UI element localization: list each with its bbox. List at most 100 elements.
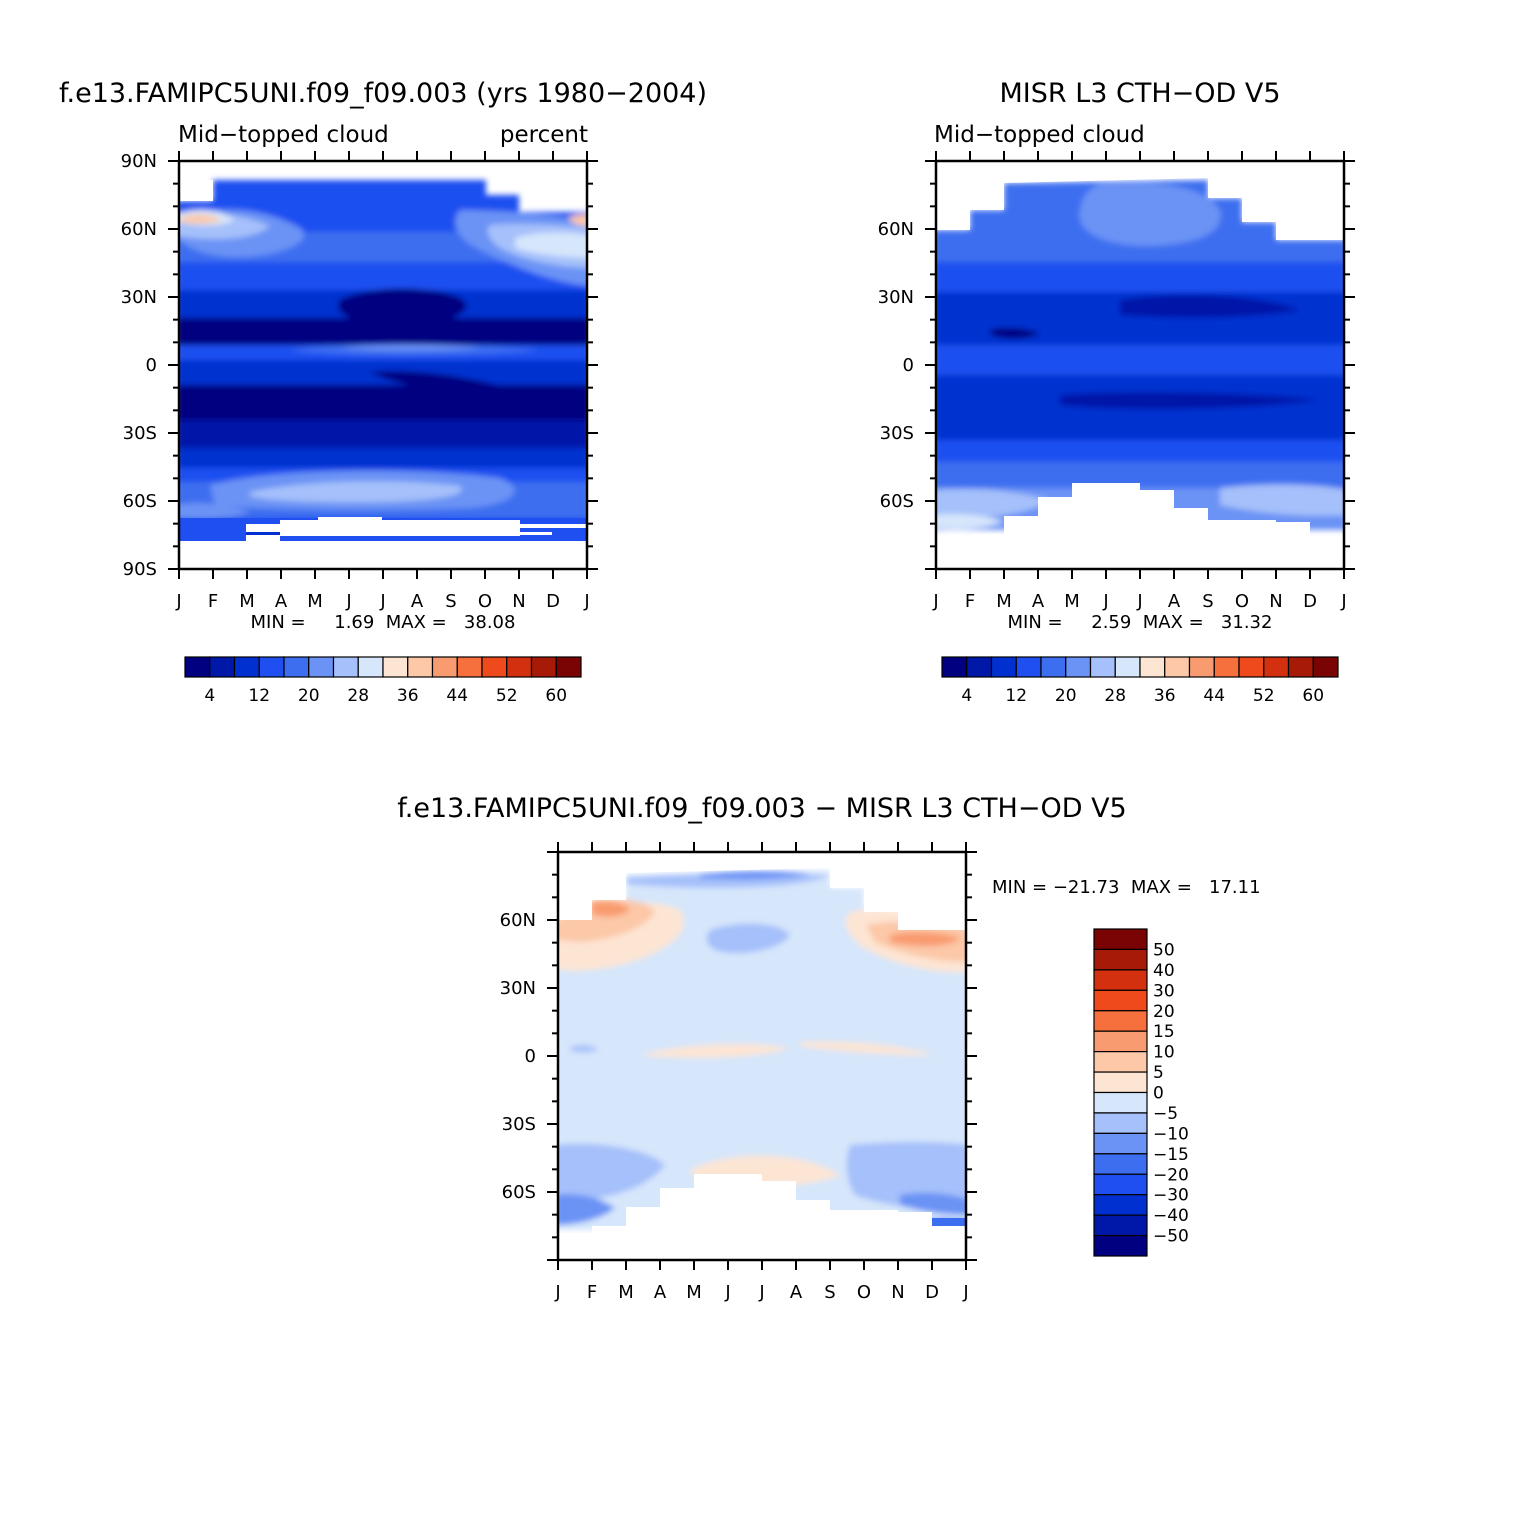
colorbar-swatch	[1093, 1030, 1148, 1053]
month-label: J	[932, 591, 938, 612]
colorbar-swatch	[332, 656, 359, 678]
month-label: A	[1168, 591, 1181, 612]
month-label: J	[758, 1282, 764, 1303]
colorbar-swatch	[1093, 1173, 1148, 1196]
colorbar-swatch	[1093, 1010, 1148, 1032]
colorbar-swatch	[308, 656, 335, 678]
lat-label: 60S	[123, 491, 157, 512]
lat-label: 30N	[878, 287, 914, 308]
colorbar-swatch	[258, 656, 285, 678]
panel-model-title: f.e13.FAMIPC5UNI.f09_f09.003 (yrs 1980−2…	[59, 78, 707, 109]
colorbar-swatch	[1093, 1132, 1148, 1155]
month-label: M	[1064, 591, 1080, 612]
colorbar-label: −10	[1153, 1124, 1189, 1144]
lat-label: 30N	[121, 287, 157, 308]
colorbar-label: 36	[397, 686, 419, 706]
month-label: M	[307, 591, 323, 612]
colorbar-label: 12	[248, 686, 270, 706]
colorbar-swatch	[357, 656, 384, 678]
month-label: O	[857, 1282, 871, 1303]
colorbar-label: −5	[1153, 1104, 1178, 1124]
lat-label: 30S	[123, 423, 157, 444]
colorbar-model: 4 12 20 28 36 44 52 60	[184, 656, 582, 706]
colorbar-label: 44	[446, 686, 468, 706]
colorbar-label: 4	[204, 686, 215, 706]
lat-label: 0	[525, 1046, 536, 1067]
colorbar-swatch	[1040, 656, 1067, 678]
colorbar-swatch	[1093, 1051, 1148, 1073]
colorbar-swatch	[1312, 656, 1339, 678]
colorbar-swatch	[283, 656, 310, 678]
colorbar-label: 50	[1153, 940, 1175, 960]
colorbar-swatch	[233, 656, 260, 678]
colorbar-swatch	[1015, 656, 1042, 678]
colorbar-label: 30	[1153, 981, 1175, 1001]
month-label: J	[1340, 591, 1346, 612]
lat-label: 60N	[500, 910, 536, 931]
colorbar-swatch	[555, 656, 582, 678]
colorbar-swatch	[431, 656, 458, 678]
lat-label: 60N	[878, 219, 914, 240]
colorbar-swatch	[506, 656, 533, 678]
colorbar-swatch	[1065, 656, 1092, 678]
colorbar-swatch	[1093, 948, 1148, 971]
panel-diff-field	[558, 852, 966, 1260]
colorbar-swatch	[184, 656, 211, 678]
panel-model-units: percent	[500, 122, 588, 148]
month-label: J	[175, 591, 181, 612]
colorbar-swatch	[1238, 656, 1265, 678]
month-label: J	[345, 591, 351, 612]
month-label: O	[478, 591, 492, 612]
panel-obs: MISR L3 CTH−OD V5 Mid−topped cloud	[878, 78, 1355, 706]
month-label: J	[583, 591, 589, 612]
colorbar-label: −15	[1153, 1145, 1189, 1165]
lat-label: 60N	[121, 219, 157, 240]
colorbar-swatch	[209, 656, 236, 678]
month-label: O	[1235, 591, 1249, 612]
month-label: S	[824, 1282, 835, 1303]
panel-obs-field	[936, 161, 1344, 569]
lat-label: 60S	[880, 491, 914, 512]
colorbar-swatch	[1188, 656, 1215, 678]
colorbar-label: 4	[961, 686, 972, 706]
month-label: J	[554, 1282, 560, 1303]
colorbar-swatch	[1164, 656, 1191, 678]
colorbar-label: 20	[1055, 686, 1077, 706]
colorbar-label: 5	[1153, 1063, 1164, 1083]
month-label: D	[546, 591, 560, 612]
colorbar-swatch	[407, 656, 434, 678]
colorbar-swatch	[1114, 656, 1141, 678]
panel-obs-title: MISR L3 CTH−OD V5	[999, 78, 1280, 109]
month-label: S	[1202, 591, 1213, 612]
month-label: A	[411, 591, 424, 612]
colorbar-swatch	[481, 656, 508, 678]
month-label: J	[379, 591, 385, 612]
month-label: M	[686, 1282, 702, 1303]
panel-model-ticks	[168, 151, 598, 579]
lat-label: 90S	[123, 559, 157, 580]
colorbar-obs: 4 12 20 28 36 44 52 60	[941, 656, 1339, 706]
colorbar-swatch	[941, 656, 968, 678]
lat-label: 0	[903, 355, 914, 376]
panel-obs-stats: MIN = 2.59 MAX = 31.32	[1008, 612, 1273, 633]
month-label: D	[925, 1282, 939, 1303]
panel-obs-subtitle: Mid−topped cloud	[934, 122, 1145, 148]
month-label: N	[891, 1282, 904, 1303]
month-label: J	[724, 1282, 730, 1303]
month-label: A	[654, 1282, 667, 1303]
month-label: N	[1269, 591, 1282, 612]
colorbar-label: 0	[1153, 1084, 1164, 1104]
colorbar-swatch	[1093, 989, 1148, 1012]
panel-diff: f.e13.FAMIPC5UNI.f09_f09.003 − MISR L3 C…	[397, 793, 1260, 1303]
month-label: F	[965, 591, 975, 612]
colorbar-label: 15	[1153, 1022, 1175, 1042]
month-label: A	[275, 591, 288, 612]
colorbar-label: 12	[1005, 686, 1027, 706]
colorbar-label: −30	[1153, 1186, 1189, 1206]
colorbar-label: 40	[1153, 961, 1175, 981]
panel-diff-title: f.e13.FAMIPC5UNI.f09_f09.003 − MISR L3 C…	[397, 793, 1127, 824]
colorbar-swatch	[530, 656, 557, 678]
colorbar-swatch	[1093, 969, 1148, 991]
